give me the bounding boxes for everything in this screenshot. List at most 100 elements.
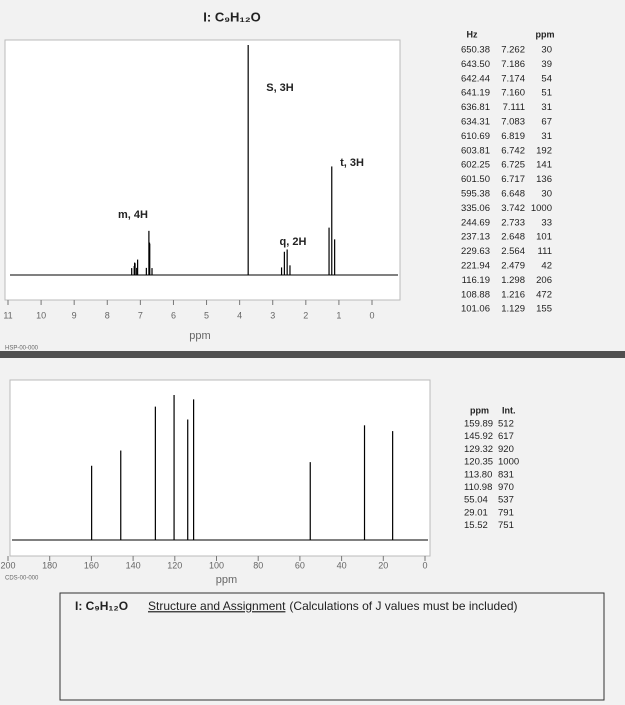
- table-cell: 129.32: [464, 444, 493, 455]
- table-cell: 141: [536, 160, 552, 171]
- table-cell: 335.06: [461, 203, 490, 214]
- x-axis-label: ppm: [216, 574, 237, 586]
- table-cell: 7.174: [501, 73, 525, 84]
- table-cell: 1.216: [501, 289, 525, 300]
- table-cell: 6.648: [501, 189, 525, 200]
- table-cell: 221.94: [461, 261, 490, 272]
- x-tick-label: 1: [336, 310, 341, 320]
- table-cell: 155: [536, 304, 552, 315]
- table-cell: 159.89: [464, 419, 493, 430]
- plot-area: [4, 39, 401, 301]
- x-tick-label: 100: [209, 560, 224, 570]
- table-cell: 650.38: [461, 45, 490, 56]
- x-tick-label: 9: [72, 310, 77, 320]
- x-tick-label: 40: [337, 560, 347, 570]
- table-cell: 113.80: [464, 469, 492, 480]
- table-cell: 101: [536, 232, 552, 243]
- table-cell: 636.81: [461, 102, 490, 113]
- x-tick-label: 7: [138, 310, 143, 320]
- table-cell: 7.111: [503, 102, 525, 113]
- x-tick-label: 80: [253, 560, 263, 570]
- table-cell: 136: [536, 174, 552, 185]
- x-tick-label: 0: [369, 310, 374, 320]
- table-cell: 603.81: [461, 145, 490, 156]
- table-cell: 2.564: [501, 246, 525, 257]
- table-cell: 2.479: [501, 261, 525, 272]
- annotation: m, 4H: [118, 209, 148, 221]
- annotation: q, 2H: [280, 236, 307, 248]
- table-cell: 33: [541, 217, 552, 228]
- x-tick-label: 0: [422, 560, 427, 570]
- x-tick-label: 2: [303, 310, 308, 320]
- title: I: C₉H₁₂O: [203, 9, 260, 24]
- table-cell: 244.69: [461, 217, 490, 228]
- table-cell: 831: [498, 469, 514, 480]
- table-cell: 42: [541, 261, 552, 272]
- x-tick-label: 5: [204, 310, 209, 320]
- table-cell: 1.129: [501, 304, 525, 315]
- table-cell: 7.083: [501, 117, 525, 128]
- annotation: t, 3H: [340, 157, 364, 169]
- table-cell: 634.31: [461, 117, 490, 128]
- table-cell: 1000: [531, 203, 552, 214]
- table-header: ppm: [536, 29, 555, 39]
- assignment-text: (Calculations of J values must be includ…: [289, 599, 517, 613]
- annotation: S, 3H: [266, 82, 294, 94]
- x-tick-label: 3: [270, 310, 275, 320]
- table-cell: 7.186: [501, 59, 525, 70]
- x-tick-label: 120: [167, 560, 182, 570]
- table-cell: 751: [498, 520, 514, 531]
- table-cell: 537: [498, 495, 514, 506]
- plot-area: [9, 379, 431, 557]
- table-cell: 30: [541, 45, 552, 56]
- x-tick-label: 200: [0, 560, 15, 570]
- table-cell: 116.19: [462, 275, 490, 286]
- x-tick-label: 6: [171, 310, 176, 320]
- table-cell: 101.06: [461, 304, 490, 315]
- table-header: Hz: [467, 29, 478, 39]
- x-tick-label: 11: [3, 310, 12, 320]
- x-tick-label: 180: [42, 560, 57, 570]
- table-cell: 31: [541, 131, 552, 142]
- table-cell: 110.98: [464, 482, 492, 493]
- x-tick-label: 20: [378, 560, 388, 570]
- table-cell: 2.733: [501, 217, 525, 228]
- table-cell: 7.262: [501, 45, 525, 56]
- x-tick-label: 140: [126, 560, 141, 570]
- table-cell: 6.717: [501, 174, 525, 185]
- table-cell: 237.13: [461, 232, 490, 243]
- table-cell: 642.44: [461, 73, 490, 84]
- table-cell: 791: [498, 507, 514, 518]
- table-cell: 206: [536, 275, 552, 286]
- table-cell: 6.819: [501, 131, 525, 142]
- table-cell: 7.160: [501, 88, 525, 99]
- table-cell: 229.63: [461, 246, 490, 257]
- table-cell: 601.50: [461, 174, 490, 185]
- table-header: Int.: [502, 405, 516, 415]
- x-tick-label: 60: [295, 560, 305, 570]
- spectrum-code: CDS-00-000: [5, 576, 39, 582]
- x-tick-label: 8: [105, 310, 110, 320]
- assignment-link: Structure and Assignment: [148, 599, 286, 613]
- table-cell: 920: [498, 444, 514, 455]
- table-cell: 29.01: [464, 507, 488, 518]
- table-cell: 120.35: [464, 457, 493, 468]
- table-cell: 108.88: [461, 289, 490, 300]
- table-cell: 111: [538, 246, 552, 257]
- table-cell: 192: [536, 145, 552, 156]
- formula: I: C₉H₁₂O: [75, 599, 128, 613]
- table-cell: 472: [536, 289, 552, 300]
- table-cell: 1.298: [501, 275, 525, 286]
- table-cell: 55.04: [464, 495, 488, 506]
- table-cell: 595.38: [461, 189, 490, 200]
- table-cell: 643.50: [461, 59, 490, 70]
- table-cell: 145.92: [464, 431, 493, 442]
- table-cell: 2.648: [501, 232, 525, 243]
- table-cell: 67: [541, 117, 552, 128]
- table-cell: 30: [541, 189, 552, 200]
- table-cell: 1000: [498, 457, 519, 468]
- table-cell: 512: [498, 419, 514, 430]
- table-cell: 6.725: [501, 160, 525, 171]
- x-tick-label: 160: [84, 560, 99, 570]
- table-header: ppm: [470, 405, 489, 415]
